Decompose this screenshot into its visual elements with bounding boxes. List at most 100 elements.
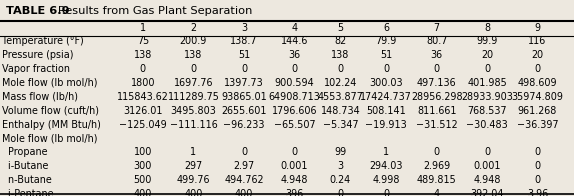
Text: 138: 138 [331, 50, 350, 60]
Text: 8: 8 [484, 23, 490, 33]
Text: 498.609: 498.609 [518, 78, 557, 88]
Text: 138: 138 [184, 50, 203, 60]
Text: 64908.713: 64908.713 [269, 92, 320, 102]
Text: i-Pentane: i-Pentane [2, 189, 54, 196]
Text: 4.948: 4.948 [281, 175, 308, 185]
Text: 0.24: 0.24 [329, 175, 351, 185]
Text: −125.049: −125.049 [119, 120, 167, 130]
Text: 396: 396 [285, 189, 304, 196]
Text: 392.04: 392.04 [471, 189, 504, 196]
Text: 3: 3 [338, 161, 343, 172]
Text: 82: 82 [334, 36, 347, 46]
Text: Enthalpy (MM Btu/h): Enthalpy (MM Btu/h) [2, 120, 101, 130]
Text: 100: 100 [134, 147, 152, 158]
Text: 75: 75 [137, 36, 149, 46]
Text: Mass flow (lb/h): Mass flow (lb/h) [2, 92, 78, 102]
Text: −111.116: −111.116 [169, 120, 218, 130]
Text: 500: 500 [134, 175, 152, 185]
Text: 4.948: 4.948 [474, 175, 501, 185]
Text: 4.998: 4.998 [373, 175, 400, 185]
Text: 4553.877: 4553.877 [317, 92, 363, 102]
Text: 0.001: 0.001 [281, 161, 308, 172]
Text: 20: 20 [481, 50, 494, 60]
Text: −96.233: −96.233 [223, 120, 265, 130]
Text: 7: 7 [434, 23, 440, 33]
Text: 0: 0 [241, 147, 247, 158]
Text: 400: 400 [235, 189, 253, 196]
Text: 900.594: 900.594 [274, 78, 315, 88]
Text: 4: 4 [292, 23, 297, 33]
Text: 401.985: 401.985 [467, 78, 507, 88]
Text: −30.483: −30.483 [467, 120, 508, 130]
Text: 5: 5 [338, 23, 343, 33]
Text: 499.76: 499.76 [177, 175, 210, 185]
Text: 0: 0 [292, 147, 297, 158]
Text: 3126.01: 3126.01 [123, 106, 162, 116]
Text: 0: 0 [534, 175, 541, 185]
Text: 2: 2 [191, 23, 196, 33]
Text: 6: 6 [383, 23, 389, 33]
Text: 1800: 1800 [131, 78, 155, 88]
Text: 99: 99 [334, 147, 347, 158]
Text: 28933.903: 28933.903 [461, 92, 513, 102]
Text: 148.734: 148.734 [320, 106, 360, 116]
Text: 0: 0 [338, 189, 343, 196]
Text: 3: 3 [241, 23, 247, 33]
Text: 9: 9 [534, 23, 541, 33]
Text: 0: 0 [191, 64, 196, 74]
Text: 4: 4 [434, 189, 440, 196]
Text: 494.762: 494.762 [224, 175, 263, 185]
Text: 811.661: 811.661 [417, 106, 456, 116]
Text: 0: 0 [383, 64, 389, 74]
Text: 138: 138 [134, 50, 152, 60]
Text: 497.136: 497.136 [417, 78, 457, 88]
Text: TABLE 6.9: TABLE 6.9 [6, 6, 69, 16]
Text: i-Butane: i-Butane [2, 161, 49, 172]
Text: −65.507: −65.507 [274, 120, 315, 130]
Text: 0: 0 [434, 64, 440, 74]
Text: 0: 0 [484, 64, 490, 74]
Text: −19.913: −19.913 [366, 120, 407, 130]
Text: 93865.01: 93865.01 [221, 92, 267, 102]
Text: 0: 0 [338, 64, 343, 74]
Text: Vapor fraction: Vapor fraction [2, 64, 70, 74]
Text: −31.512: −31.512 [416, 120, 457, 130]
Text: 0.001: 0.001 [474, 161, 501, 172]
Text: 2655.601: 2655.601 [221, 106, 267, 116]
Text: 1697.76: 1697.76 [174, 78, 213, 88]
Text: n-Butane: n-Butane [2, 175, 52, 185]
Text: 3.96: 3.96 [527, 189, 548, 196]
Text: 0: 0 [434, 147, 440, 158]
Text: 0: 0 [534, 147, 541, 158]
Text: 102.24: 102.24 [324, 78, 357, 88]
Text: 0: 0 [292, 64, 297, 74]
Text: 508.141: 508.141 [366, 106, 406, 116]
Text: Mole flow (lb mol/h): Mole flow (lb mol/h) [2, 78, 98, 88]
Text: Propane: Propane [2, 147, 48, 158]
Text: Temperature (°F): Temperature (°F) [2, 36, 84, 46]
Text: Pressure (psia): Pressure (psia) [2, 50, 74, 60]
Text: 20: 20 [532, 50, 544, 60]
Text: 294.03: 294.03 [370, 161, 403, 172]
Text: 400: 400 [184, 189, 203, 196]
Text: 51: 51 [238, 50, 250, 60]
Text: 300.03: 300.03 [370, 78, 403, 88]
Text: Volume flow (cuft/h): Volume flow (cuft/h) [2, 106, 99, 116]
Text: 1397.73: 1397.73 [224, 78, 264, 88]
Text: 80.7: 80.7 [426, 36, 448, 46]
Text: 768.537: 768.537 [467, 106, 507, 116]
Text: 115843.62: 115843.62 [117, 92, 169, 102]
Text: 2.97: 2.97 [233, 161, 255, 172]
Text: 400: 400 [134, 189, 152, 196]
Text: 1796.606: 1796.606 [272, 106, 317, 116]
Text: 99.9: 99.9 [476, 36, 498, 46]
Text: −5.347: −5.347 [323, 120, 358, 130]
Text: 35974.809: 35974.809 [511, 92, 564, 102]
Text: 0: 0 [534, 64, 541, 74]
Text: 36: 36 [288, 50, 301, 60]
Text: 111289.75: 111289.75 [168, 92, 219, 102]
Text: 1: 1 [191, 147, 196, 158]
Text: 3495.803: 3495.803 [170, 106, 216, 116]
Text: 0: 0 [534, 161, 541, 172]
Text: 116: 116 [529, 36, 546, 46]
